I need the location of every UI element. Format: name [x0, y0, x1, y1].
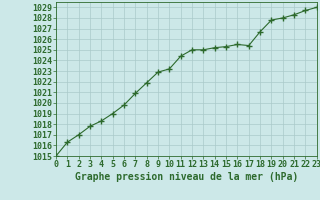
X-axis label: Graphe pression niveau de la mer (hPa): Graphe pression niveau de la mer (hPa) [75, 172, 298, 182]
